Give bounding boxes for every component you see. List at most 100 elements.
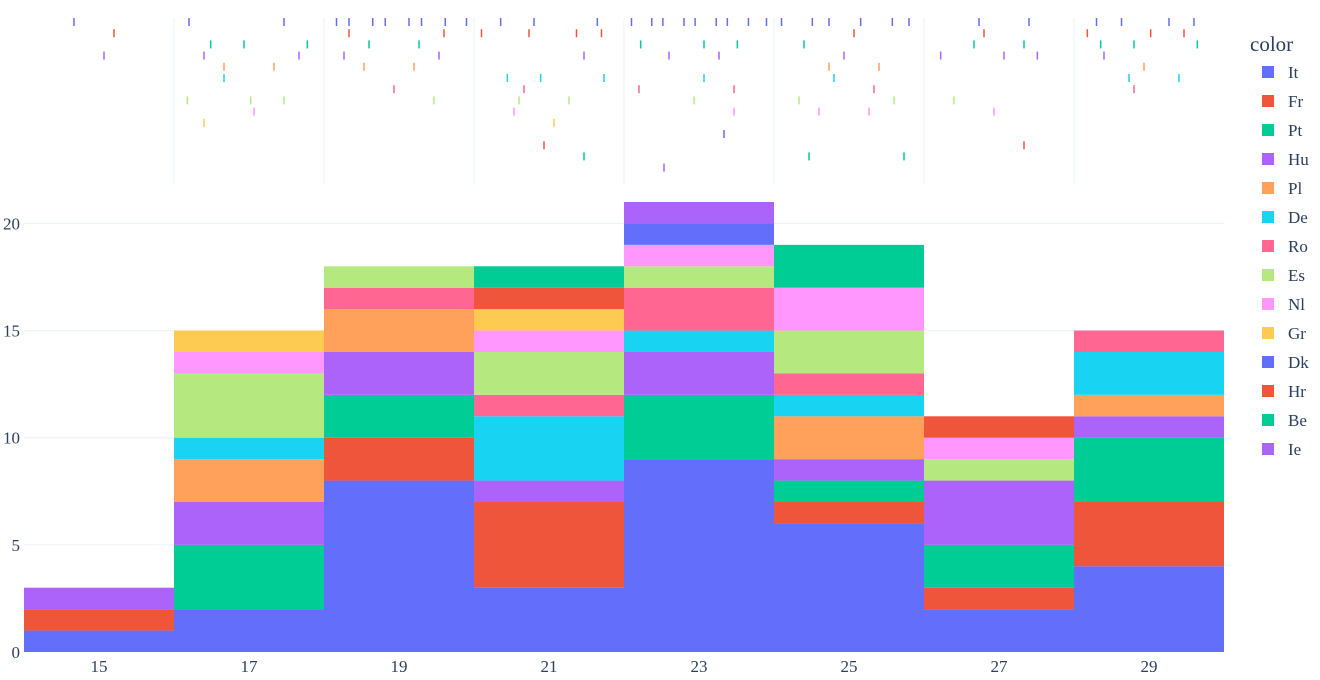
legend-swatch-gr[interactable] [1262, 327, 1274, 339]
legend-label-fr[interactable]: Fr [1288, 92, 1303, 111]
bar-segment-it [324, 480, 474, 652]
legend-swatch-pl[interactable] [1262, 182, 1274, 194]
legend-label-de[interactable]: De [1288, 208, 1308, 227]
bar-segment-de [624, 330, 774, 352]
legend-swatch-it[interactable] [1262, 66, 1274, 78]
bar-segment-hr [924, 416, 1074, 438]
bar-segment-de [774, 394, 924, 417]
legend-swatch-ro[interactable] [1262, 240, 1274, 252]
bar-segment-it [474, 587, 624, 652]
legend-swatch-ie[interactable] [1262, 443, 1274, 455]
bar-segment-it [24, 630, 174, 652]
legend-label-ie[interactable]: Ie [1288, 440, 1301, 459]
bar-segment-ro [324, 287, 474, 310]
bar-segment-ie [624, 202, 774, 224]
bar-segment-fr [474, 502, 624, 588]
legend-label-pl[interactable]: Pl [1288, 179, 1302, 198]
bar-segment-es [474, 352, 624, 395]
legend-swatch-be[interactable] [1262, 414, 1274, 426]
bar-segment-ro [774, 373, 924, 395]
bar-segment-ro [624, 287, 774, 331]
legend-swatch-hr[interactable] [1262, 385, 1274, 397]
legend-label-hu[interactable]: Hu [1288, 150, 1309, 169]
legend-label-es[interactable]: Es [1288, 266, 1305, 285]
bar-segment-nl [774, 287, 924, 331]
rug-plot [73, 18, 1199, 184]
bar-segment-pt [924, 544, 1074, 588]
x-tick-label: 17 [241, 657, 259, 676]
bar-segment-de [174, 437, 324, 460]
legend-swatch-es[interactable] [1262, 269, 1274, 281]
bar-segment-de [474, 416, 624, 481]
histogram-bars [24, 202, 1224, 652]
bar-segment-pt [324, 394, 474, 438]
legend-title: color [1250, 32, 1293, 56]
bar-segment-fr [924, 587, 1074, 610]
bar-segment-it [624, 459, 774, 652]
bar-segment-hu [624, 352, 774, 395]
y-tick-label: 15 [3, 322, 20, 341]
bar-segment-it [174, 609, 324, 652]
bar-segment-hu [24, 587, 174, 610]
x-tick-label: 15 [91, 657, 108, 676]
bar-segment-hr [474, 287, 624, 310]
legend-label-it[interactable]: It [1288, 63, 1299, 82]
bar-segment-it [1074, 566, 1224, 652]
bar-segment-ro [1074, 330, 1224, 352]
x-tick-label: 25 [841, 657, 858, 676]
bar-segment-es [624, 266, 774, 288]
bar-segment-fr [324, 437, 474, 481]
x-tick-label: 27 [991, 657, 1009, 676]
legend-swatch-pt[interactable] [1262, 124, 1274, 136]
x-tick-label: 29 [1141, 657, 1158, 676]
bar-segment-dk [624, 223, 774, 245]
bar-segment-de [1074, 352, 1224, 395]
bar-segment-it [924, 609, 1074, 652]
bar-segment-fr [1074, 502, 1224, 567]
bar-segment-pl [1074, 394, 1224, 417]
legend-label-ro[interactable]: Ro [1288, 237, 1308, 256]
bar-segment-hu [924, 480, 1074, 545]
legend-swatch-fr[interactable] [1262, 95, 1274, 107]
bar-segment-pt [1074, 437, 1224, 502]
bar-segment-pt [624, 394, 774, 460]
legend-label-be[interactable]: Be [1288, 411, 1307, 430]
bar-segment-nl [174, 352, 324, 374]
bar-segment-pl [324, 309, 474, 352]
bar-segment-it [774, 523, 924, 652]
legend-label-dk[interactable]: Dk [1288, 353, 1309, 372]
bar-segment-hu [324, 352, 474, 395]
legend-label-nl[interactable]: Nl [1288, 295, 1305, 314]
bar-segment-be [774, 244, 924, 288]
bar-segment-es [324, 266, 474, 288]
legend-swatch-dk[interactable] [1262, 356, 1274, 368]
legend-label-gr[interactable]: Gr [1288, 324, 1306, 343]
y-tick-label: 20 [3, 214, 20, 233]
bar-segment-fr [774, 502, 924, 524]
legend-label-pt[interactable]: Pt [1288, 121, 1302, 140]
legend-swatch-nl[interactable] [1262, 298, 1274, 310]
y-tick-label: 5 [12, 536, 21, 555]
x-tick-label: 23 [691, 657, 708, 676]
bar-segment-nl [624, 244, 774, 267]
bar-segment-hu [774, 459, 924, 481]
legend: color It Fr Pt Hu Pl De Ro Es Nl Gr Dk Hr Be Ie [1250, 32, 1309, 459]
y-tick-label: 10 [3, 429, 20, 448]
bar-segment-pt [774, 480, 924, 502]
legend-label-hr[interactable]: Hr [1288, 382, 1306, 401]
bar-segment-hu [474, 480, 624, 502]
bar-segment-pt [174, 544, 324, 610]
x-tick-label: 21 [541, 657, 558, 676]
legend-swatch-hu[interactable] [1262, 153, 1274, 165]
bar-segment-ro [474, 394, 624, 417]
x-axis: 15 17 19 21 23 25 27 29 [91, 657, 1158, 676]
y-tick-label: 0 [12, 643, 21, 662]
bar-segment-gr [174, 330, 324, 352]
bar-segment-pl [174, 459, 324, 502]
legend-swatch-de[interactable] [1262, 211, 1274, 223]
bar-segment-es [774, 330, 924, 374]
y-axis: 0 5 10 15 20 [3, 214, 20, 662]
bar-segment-pl [774, 416, 924, 460]
bar-segment-es [924, 459, 1074, 481]
